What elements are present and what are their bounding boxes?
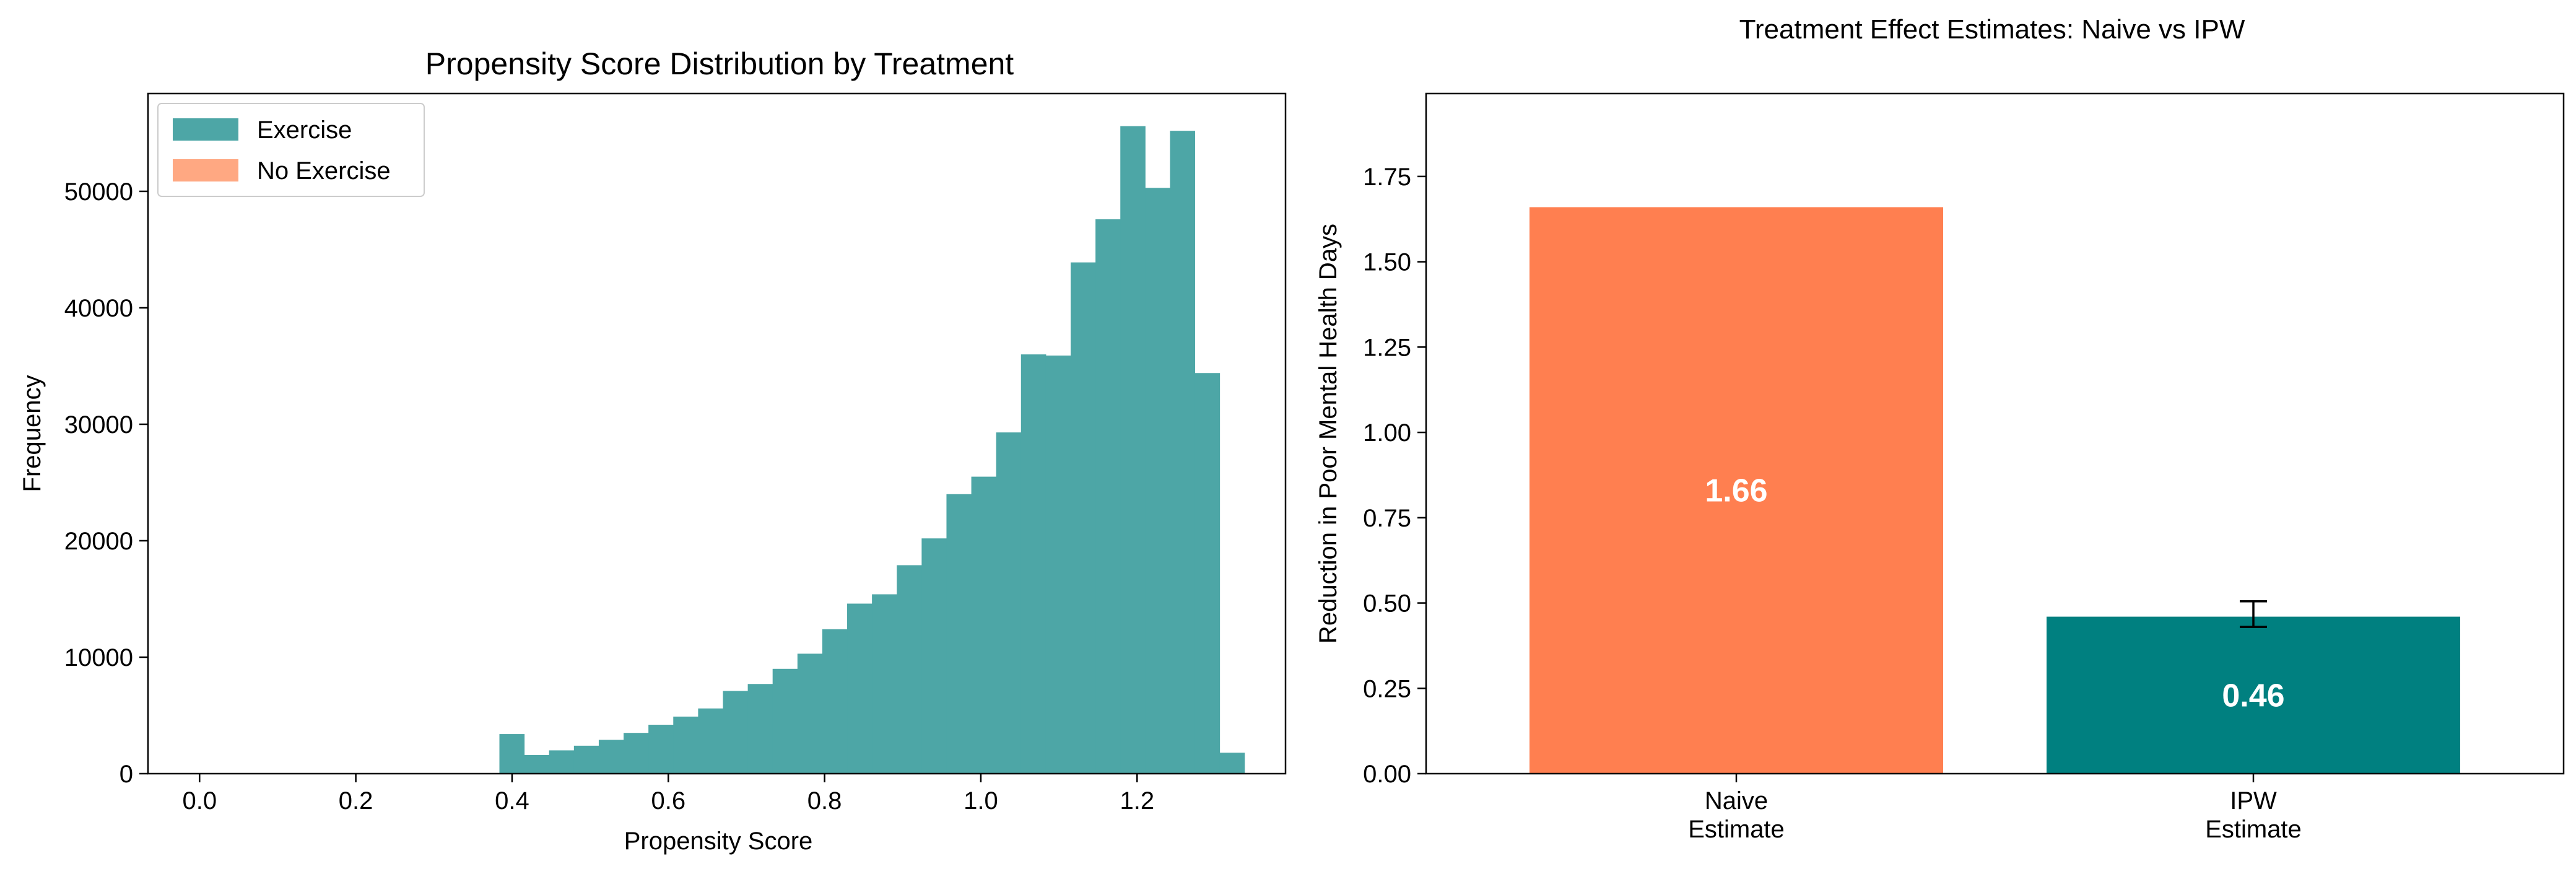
- bar-x-tick-label: Estimate: [2205, 816, 2302, 843]
- bar-y-tick-label: 1.50: [1363, 249, 1411, 276]
- histogram-bars: [499, 126, 1245, 774]
- bar-y-tick-label: 0.25: [1363, 675, 1411, 702]
- histogram-bar: [648, 725, 674, 774]
- histogram-legend: Exercise No Exercise: [157, 103, 425, 197]
- histogram-bar: [1120, 126, 1146, 774]
- histogram-y-tick-label: 20000: [64, 528, 133, 555]
- histogram-x-tick-label: 0.6: [651, 787, 685, 815]
- histogram-bar: [698, 708, 723, 774]
- bar-y-tick-label: 1.00: [1363, 419, 1411, 447]
- effect-bar: [1530, 207, 1943, 774]
- histogram-bar: [921, 538, 947, 774]
- legend-swatch-exercise: [173, 118, 238, 141]
- histogram-bar: [897, 565, 922, 774]
- histogram-title: Propensity Score Distribution by Treatme…: [425, 46, 1014, 81]
- histogram-bar: [573, 745, 599, 774]
- histogram-bar: [996, 432, 1022, 774]
- histogram-x-axis-label: Propensity Score: [624, 828, 813, 855]
- histogram-bar: [822, 629, 848, 774]
- histogram-y-ticks: 0 10000 20000 30000 40000 50000: [64, 178, 148, 788]
- histogram-axes-frame: [147, 92, 1287, 775]
- histogram-bar: [524, 754, 550, 774]
- histogram-bar: [971, 476, 997, 774]
- histogram-x-tick-label: 1.2: [1120, 787, 1154, 815]
- histogram-x-tick-label: 0.0: [182, 787, 217, 815]
- histogram-bar: [946, 494, 972, 774]
- bar-y-tick-label: 1.75: [1363, 164, 1411, 191]
- histogram-y-tick-label: 50000: [64, 178, 133, 206]
- histogram-bar: [723, 691, 749, 774]
- histogram-y-tick-label: 0: [120, 761, 133, 788]
- histogram-bar: [549, 750, 575, 774]
- histogram-bar: [872, 594, 897, 774]
- bar-x-tick-label: IPW: [2230, 787, 2277, 815]
- bar-y-tick-label: 0.00: [1363, 761, 1411, 788]
- histogram-bar: [1145, 188, 1170, 774]
- bar-chart-y-axis-label: Reduction in Poor Mental Health Days: [1315, 224, 1342, 644]
- histogram-x-tick-label: 0.8: [807, 787, 842, 815]
- propensity-histogram-panel: Propensity Score Distribution by Treatme…: [19, 46, 1287, 855]
- histogram-bar: [747, 684, 773, 774]
- histogram-bar: [772, 668, 798, 774]
- histogram-y-axis-label: Frequency: [19, 375, 46, 492]
- effect-bar: [2047, 616, 2460, 774]
- bar-x-tick-label: Naive: [1705, 787, 1768, 815]
- histogram-bar: [1219, 753, 1245, 774]
- histogram-bar: [1045, 356, 1071, 774]
- histogram-y-tick-label: 30000: [64, 411, 133, 439]
- bar-value-label: 0.46: [2222, 678, 2284, 714]
- legend-label-no-exercise: No Exercise: [257, 157, 391, 185]
- bar-y-tick-label: 1.25: [1363, 334, 1411, 361]
- histogram-y-tick-label: 10000: [64, 644, 133, 671]
- histogram-x-tick-label: 0.4: [495, 787, 529, 815]
- bar-chart-title: Treatment Effect Estimates: Naive vs IPW: [1739, 14, 2245, 45]
- histogram-bar: [499, 734, 525, 774]
- histogram-bar: [1095, 219, 1121, 774]
- bar-axes-frame: [1425, 92, 2565, 775]
- histogram-y-tick-label: 40000: [64, 295, 133, 322]
- legend-swatch-no-exercise: [173, 159, 238, 181]
- histogram-bar: [1194, 373, 1221, 774]
- bar-chart-y-ticks: 0.00 0.25 0.50 0.75 1.00 1.25 1.50 1.75: [1363, 164, 1426, 788]
- legend-label-exercise: Exercise: [257, 116, 352, 144]
- histogram-bar: [847, 603, 872, 774]
- histogram-x-ticks: 0.0 0.2 0.4 0.6 0.8 1.0 1.2: [182, 774, 1154, 815]
- histogram-bar: [1071, 262, 1096, 774]
- bar-y-tick-label: 0.75: [1363, 505, 1411, 532]
- effect-bars: 1.66 0.46: [1530, 207, 2460, 774]
- histogram-bar: [1020, 354, 1046, 774]
- bar-x-tick-label: Estimate: [1688, 816, 1785, 843]
- histogram-bar: [624, 733, 649, 774]
- histogram-bar: [673, 716, 698, 774]
- histogram-bar: [1170, 131, 1196, 774]
- histogram-x-tick-label: 0.2: [339, 787, 373, 815]
- treatment-effect-panel: Treatment Effect Estimates: Naive vs IPW…: [1315, 14, 2565, 843]
- histogram-bar: [598, 740, 624, 774]
- histogram-x-tick-label: 1.0: [964, 787, 998, 815]
- bar-value-label: 1.66: [1705, 473, 1767, 509]
- bar-y-tick-label: 0.50: [1363, 590, 1411, 618]
- histogram-bar: [797, 653, 823, 774]
